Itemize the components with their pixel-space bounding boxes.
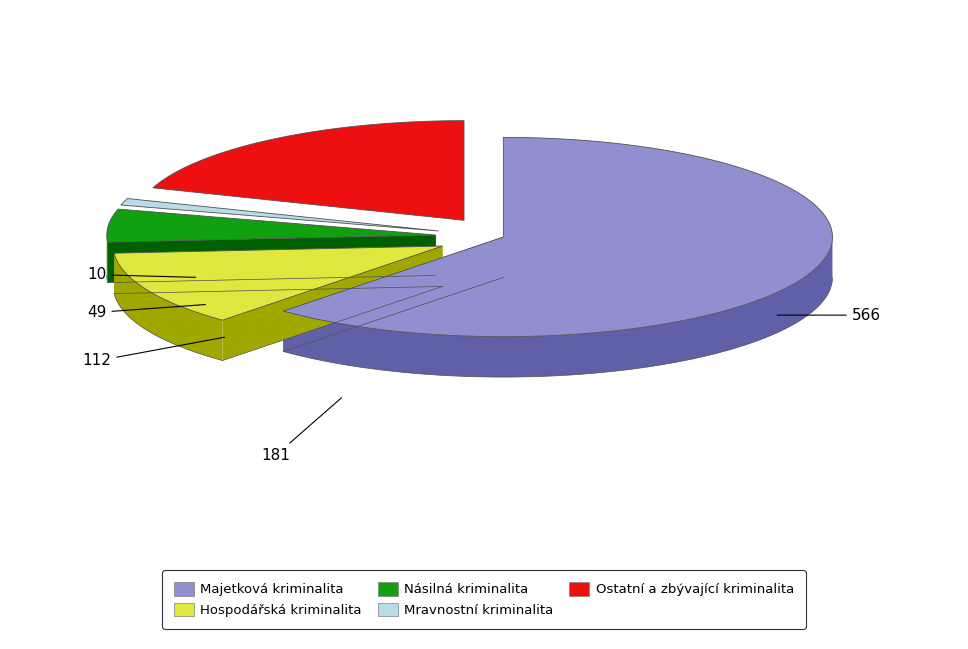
Text: 112: 112 [82,337,225,369]
Polygon shape [284,238,832,377]
Polygon shape [106,209,436,242]
Polygon shape [114,253,223,361]
Polygon shape [153,121,464,220]
Text: 10: 10 [87,267,196,282]
Polygon shape [107,235,436,282]
Polygon shape [114,246,442,320]
Text: 566: 566 [777,308,881,323]
Polygon shape [284,138,832,337]
Polygon shape [284,237,503,352]
Polygon shape [114,246,442,293]
Text: 181: 181 [261,398,342,463]
Text: 49: 49 [87,304,205,320]
Legend: Majetková kriminalita, Hospodářská kriminalita, Násilná kriminalita, Mravnostní : Majetková kriminalita, Hospodářská krimi… [163,570,805,629]
Polygon shape [121,199,439,231]
Polygon shape [223,246,442,361]
